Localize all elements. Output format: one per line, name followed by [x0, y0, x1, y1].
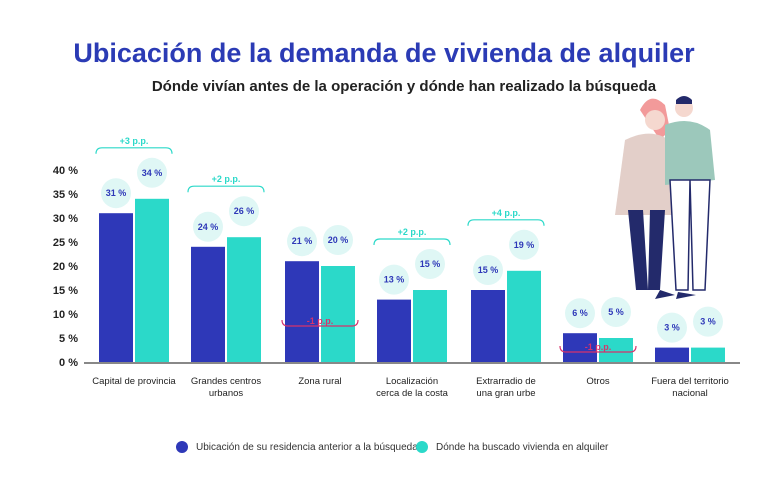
y-tick-label: 15 %: [53, 285, 78, 297]
x-tick-label: urbanos: [209, 388, 244, 399]
difference-bracket: [467, 219, 545, 226]
legend-item-residencia: Ubicación de su residencia anterior a la…: [176, 441, 418, 453]
legend-item-busqueda: Dónde ha buscado vivienda en alquiler: [416, 441, 608, 453]
legend-label: Dónde ha buscado vivienda en alquiler: [436, 441, 609, 453]
data-label-bubble: [323, 225, 353, 255]
data-label: 26 %: [234, 206, 255, 216]
difference-label: -1 p.p.: [307, 316, 334, 326]
data-label-bubble: [509, 229, 539, 260]
difference-label: -1 p.p.: [585, 342, 612, 352]
data-label-bubble: [101, 178, 131, 209]
data-label: 15 %: [420, 259, 441, 269]
difference-bracket: [373, 238, 451, 246]
difference-label: +2 p.p.: [212, 174, 241, 184]
x-tick-label: Localización: [386, 376, 438, 387]
data-label-bubble: [601, 297, 631, 327]
bar: [377, 299, 411, 362]
data-label: 3 %: [664, 323, 680, 333]
bar: [655, 347, 689, 362]
data-label-bubble: [415, 249, 445, 279]
difference-bracket: [187, 185, 265, 193]
data-label: 24 %: [198, 222, 219, 232]
bar: [507, 270, 541, 362]
data-label: 20 %: [328, 235, 349, 245]
x-tick-label: cerca de la costa: [376, 388, 449, 399]
bar: [599, 338, 633, 362]
x-tick-label: Otros: [586, 376, 609, 387]
data-label: 13 %: [384, 275, 405, 285]
legend-swatch: [176, 441, 188, 453]
y-tick-label: 40 %: [53, 165, 78, 177]
legend-swatch: [416, 441, 428, 453]
difference-bracket: [281, 319, 359, 327]
y-tick-label: 20 %: [53, 261, 78, 273]
bar: [321, 266, 355, 362]
data-label-bubble: [193, 211, 223, 242]
difference-bracket: [95, 147, 173, 154]
y-tick-label: 35 %: [53, 189, 78, 201]
x-tick-label: Extrarradio de: [476, 376, 536, 387]
legend-label: Ubicación de su residencia anterior a la…: [196, 441, 418, 453]
bar: [227, 237, 261, 362]
data-label: 5 %: [608, 307, 624, 317]
bar: [135, 198, 169, 362]
y-tick-label: 0 %: [59, 357, 78, 369]
bar: [413, 290, 447, 362]
data-label-bubble: [657, 312, 687, 343]
data-label-bubble: [229, 196, 259, 227]
x-tick-label: Capital de provincia: [92, 376, 176, 387]
y-tick-label: 30 %: [53, 213, 78, 225]
x-tick-label: Grandes centros: [191, 376, 261, 387]
bar: [471, 290, 505, 362]
difference-label: +3 p.p.: [120, 136, 149, 146]
x-tick-label: Zona rural: [298, 376, 341, 387]
data-label-bubble: [137, 157, 167, 188]
chart-subtitle: Dónde vivían antes de la operación y dón…: [151, 78, 657, 95]
difference-label: +4 p.p.: [492, 208, 521, 218]
bar: [285, 261, 319, 362]
data-label: 34 %: [142, 168, 163, 178]
chart-title: Ubicación de la demanda de vivienda de a…: [73, 38, 695, 68]
data-label-bubble: [287, 226, 317, 257]
difference-label: +2 p.p.: [398, 227, 427, 237]
data-label-bubble: [473, 255, 503, 285]
y-tick-label: 10 %: [53, 309, 78, 321]
x-tick-label: nacional: [672, 388, 707, 399]
y-tick-label: 25 %: [53, 237, 78, 249]
bar: [191, 246, 225, 362]
y-tick-label: 5 %: [59, 333, 78, 345]
data-label: 15 %: [478, 265, 499, 275]
data-label-bubble: [693, 306, 723, 337]
bar: [691, 347, 725, 362]
data-label-bubble: [379, 264, 409, 295]
x-tick-label: Fuera del territorio: [651, 376, 729, 387]
bar: [99, 213, 133, 362]
data-label-bubble: [565, 298, 595, 329]
data-label: 21 %: [292, 236, 313, 246]
bar: [563, 333, 597, 362]
illustration-couple: [615, 96, 715, 299]
data-label: 19 %: [514, 240, 535, 250]
x-tick-label: una gran urbe: [476, 388, 535, 399]
data-label: 31 %: [106, 188, 127, 198]
data-label: 6 %: [572, 308, 588, 318]
data-label: 3 %: [700, 317, 716, 327]
difference-bracket: [559, 345, 637, 353]
